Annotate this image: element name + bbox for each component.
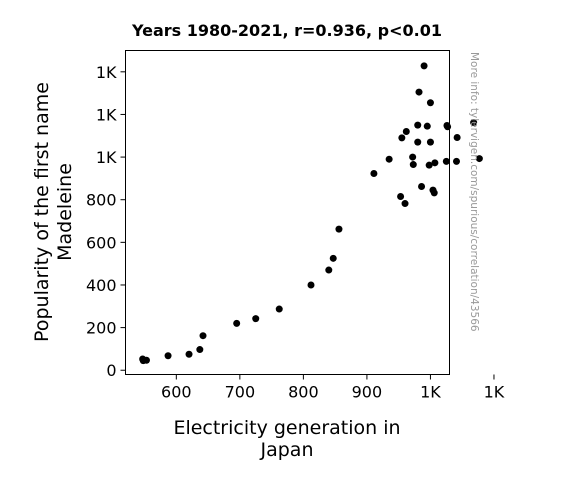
data-point xyxy=(423,122,431,130)
y-tick-label: 200 xyxy=(86,319,117,338)
y-tick-label: 1K xyxy=(96,63,117,82)
data-point xyxy=(442,157,450,165)
x-tick-label: 900 xyxy=(352,383,383,402)
data-point xyxy=(185,350,193,358)
data-points xyxy=(139,62,483,365)
data-point xyxy=(414,121,422,129)
data-point xyxy=(430,189,438,197)
plot-area xyxy=(125,50,450,375)
data-point xyxy=(425,161,433,169)
data-point xyxy=(196,346,204,354)
data-point xyxy=(426,138,434,146)
data-point xyxy=(409,161,417,169)
data-point xyxy=(470,119,478,127)
y-tick-label: 400 xyxy=(86,276,117,295)
x-tick-label: 1K xyxy=(484,383,505,402)
y-axis-label-line-1: Popularity of the first name xyxy=(31,82,53,342)
data-point xyxy=(398,134,406,142)
data-point xyxy=(325,266,333,274)
x-axis: 600 700 800 900 1K 1K xyxy=(161,374,505,402)
data-point xyxy=(444,123,452,131)
data-point xyxy=(142,356,150,364)
data-point xyxy=(307,281,315,289)
data-point xyxy=(252,315,260,323)
data-point xyxy=(431,159,439,167)
data-point xyxy=(233,319,241,327)
y-axis: 0 200 400 600 800 1K 1K 1K xyxy=(86,63,126,380)
x-tick-label: 600 xyxy=(161,383,192,402)
x-tick-label: 700 xyxy=(225,383,256,402)
data-point xyxy=(475,155,483,163)
data-point xyxy=(402,128,410,135)
data-point xyxy=(426,99,434,107)
data-point xyxy=(164,352,172,360)
data-point xyxy=(418,182,426,190)
x-tick-label: 800 xyxy=(288,383,319,402)
y-tick-label: 800 xyxy=(86,191,117,210)
data-point xyxy=(335,225,343,233)
data-point xyxy=(414,138,422,146)
y-tick-label: 0 xyxy=(106,361,116,380)
x-axis-label-line-1: Electricity generation in xyxy=(173,417,400,439)
x-tick-label: 1K xyxy=(420,383,441,402)
y-tick-label: 600 xyxy=(86,233,117,252)
data-point xyxy=(199,332,207,340)
data-point xyxy=(415,88,423,96)
y-tick-label: 1K xyxy=(96,105,117,124)
data-point xyxy=(370,169,378,177)
data-point xyxy=(420,62,428,70)
data-point xyxy=(409,153,417,161)
data-point xyxy=(329,254,337,262)
chart-title: Years 1980-2021, r=0.936, p<0.01 xyxy=(131,21,442,40)
data-point xyxy=(452,157,460,165)
watermark-text: More info: tylervigen.com/spurious/corre… xyxy=(468,52,480,332)
data-point xyxy=(275,305,283,313)
y-axis-label-line-2: Madeleine xyxy=(54,163,76,261)
data-point xyxy=(453,133,461,141)
data-point xyxy=(385,155,393,163)
data-point xyxy=(401,200,409,208)
y-tick-label: 1K xyxy=(96,148,117,167)
x-axis-label-line-2: Japan xyxy=(260,439,314,461)
data-point xyxy=(397,193,405,201)
